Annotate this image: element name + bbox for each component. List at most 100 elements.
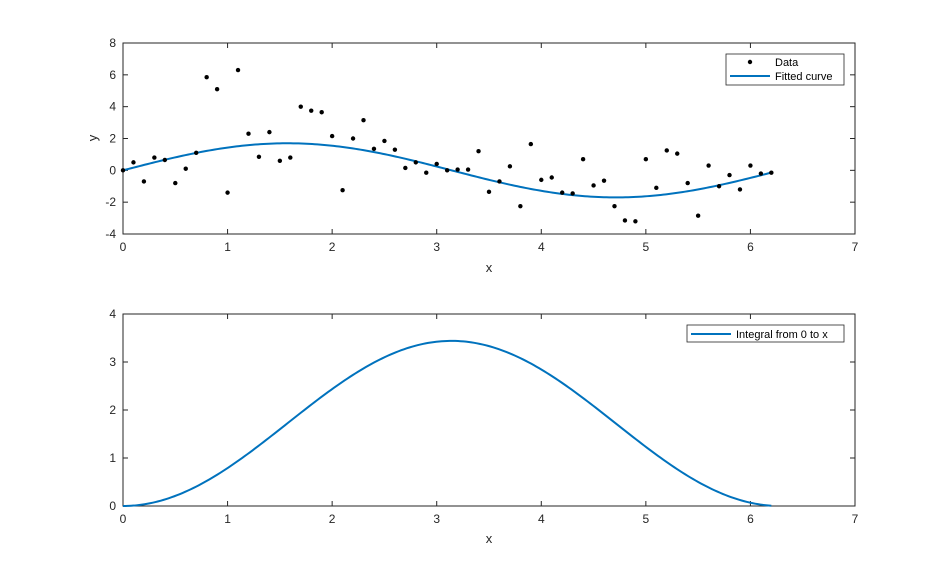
data-point bbox=[246, 131, 251, 136]
data-point bbox=[528, 141, 534, 147]
top-x-axis-label: x bbox=[486, 260, 493, 275]
data-point bbox=[580, 156, 586, 162]
x-tick-label: 2 bbox=[329, 512, 336, 526]
data-point bbox=[675, 151, 680, 156]
top-legend-box bbox=[725, 53, 845, 86]
data-point bbox=[141, 179, 147, 184]
bottom-subplot: 0 1 2 3 4 5 6 7 0 1 2 3 4 x Integral from 0 to x bbox=[109, 307, 858, 546]
data-point bbox=[361, 118, 366, 123]
data-point bbox=[214, 86, 220, 92]
data-point bbox=[727, 172, 732, 178]
x-tick-label: 6 bbox=[747, 240, 754, 254]
data-point bbox=[518, 203, 523, 209]
x-tick-label: 4 bbox=[538, 512, 545, 526]
y-tick-label: 2 bbox=[109, 132, 116, 146]
data-point bbox=[350, 136, 356, 141]
data-point bbox=[455, 167, 460, 172]
data-point bbox=[539, 177, 544, 183]
top-data-points-group bbox=[120, 67, 774, 224]
top-legend: Data Fitted curve bbox=[725, 53, 845, 86]
data-point bbox=[570, 191, 575, 196]
data-point bbox=[476, 149, 481, 154]
data-point bbox=[403, 165, 408, 171]
data-point bbox=[183, 166, 188, 171]
data-point bbox=[601, 178, 607, 183]
data-point bbox=[685, 180, 690, 186]
y-tick-label: 3 bbox=[109, 355, 116, 369]
y-tick-label: 4 bbox=[109, 307, 116, 321]
data-point bbox=[340, 188, 345, 193]
data-point bbox=[654, 185, 659, 191]
data-point bbox=[622, 218, 628, 223]
data-point bbox=[162, 157, 168, 163]
y-tick-label: 8 bbox=[109, 36, 116, 50]
y-tick-label: 4 bbox=[109, 100, 116, 114]
bottom-x-axis-label: x bbox=[486, 531, 493, 546]
x-tick-label: 7 bbox=[852, 240, 859, 254]
y-tick-label: 0 bbox=[109, 499, 116, 513]
data-point bbox=[737, 187, 743, 192]
legend-integral-label: Integral from 0 to x bbox=[736, 329, 828, 341]
legend-data-marker bbox=[747, 59, 753, 65]
data-point bbox=[204, 75, 209, 80]
data-point bbox=[486, 189, 492, 195]
x-tick-label: 7 bbox=[852, 512, 859, 526]
data-point bbox=[612, 203, 617, 209]
data-point bbox=[444, 168, 450, 173]
data-point bbox=[497, 179, 502, 184]
data-point bbox=[235, 67, 241, 73]
data-point bbox=[277, 158, 283, 163]
y-tick-label: -2 bbox=[105, 195, 116, 209]
data-point bbox=[413, 160, 418, 165]
x-tick-label: 1 bbox=[224, 240, 231, 254]
x-tick-label: 6 bbox=[747, 512, 754, 526]
y-tick-label: 6 bbox=[109, 68, 116, 82]
data-point bbox=[769, 170, 774, 175]
data-point bbox=[173, 180, 178, 186]
data-point bbox=[319, 110, 324, 115]
y-tick-label: -4 bbox=[105, 227, 116, 241]
data-point bbox=[309, 108, 314, 113]
data-point bbox=[591, 183, 596, 188]
data-point bbox=[392, 147, 398, 152]
data-point bbox=[549, 175, 554, 180]
data-point bbox=[695, 213, 701, 218]
x-tick-label: 5 bbox=[643, 512, 650, 526]
y-tick-label: 0 bbox=[109, 163, 116, 177]
x-tick-label: 3 bbox=[433, 240, 440, 254]
data-point bbox=[298, 104, 303, 109]
x-tick-label: 0 bbox=[120, 240, 127, 254]
data-point bbox=[256, 154, 262, 159]
bottom-ticks: 0 1 2 3 4 5 6 7 0 1 2 3 4 bbox=[109, 307, 858, 526]
x-tick-label: 0 bbox=[120, 512, 127, 526]
series-line-integral-from-0-to-x bbox=[122, 339, 772, 507]
data-point bbox=[664, 148, 669, 153]
legend-data-label: Data bbox=[775, 57, 799, 69]
x-tick-label: 4 bbox=[538, 240, 545, 254]
bottom-axes-box bbox=[122, 313, 856, 507]
data-point bbox=[716, 184, 722, 189]
data-point bbox=[131, 160, 136, 165]
top-subplot: 0 1 2 3 4 5 6 7 -4 -2 0 2 4 6 8 x y Data Fitted curve bbox=[85, 36, 859, 275]
bottom-legend: Integral from 0 to x bbox=[686, 324, 845, 343]
data-point bbox=[225, 190, 230, 195]
x-tick-label: 1 bbox=[224, 512, 231, 526]
top-ticks: 0 1 2 3 4 5 6 7 -4 -2 0 2 4 6 8 bbox=[105, 36, 858, 254]
data-point bbox=[706, 163, 711, 168]
data-point bbox=[371, 146, 377, 152]
data-point bbox=[560, 190, 565, 195]
data-point bbox=[152, 155, 157, 160]
y-tick-label: 2 bbox=[109, 403, 116, 417]
data-point bbox=[465, 167, 471, 172]
data-point bbox=[633, 219, 638, 224]
data-point bbox=[267, 129, 272, 135]
bottom-legend-box bbox=[686, 324, 845, 343]
data-point bbox=[120, 168, 126, 173]
x-tick-label: 2 bbox=[329, 240, 336, 254]
data-point bbox=[288, 155, 293, 160]
bottom-integral-curve-group bbox=[122, 339, 772, 507]
data-point bbox=[329, 133, 335, 139]
data-point bbox=[434, 161, 439, 167]
data-point bbox=[382, 138, 387, 144]
